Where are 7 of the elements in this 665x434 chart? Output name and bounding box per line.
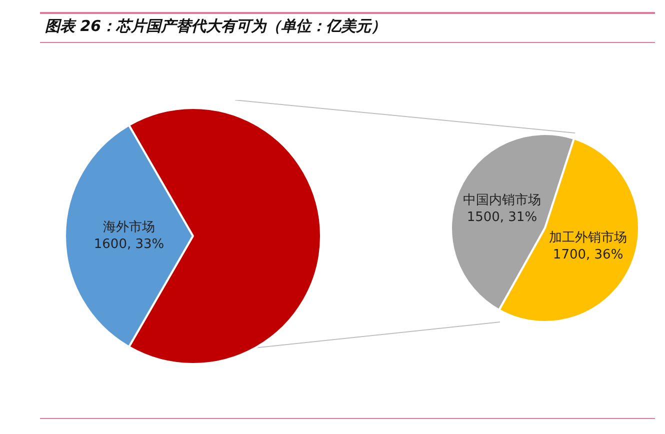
slice-label: 中国内销市场 (462, 193, 541, 208)
data-label: 1700, 36% (552, 248, 624, 263)
slice-label: 加工外销市场 (549, 230, 628, 246)
slice-label: 海外市场 (103, 220, 155, 235)
data-label: 1600, 33% (94, 236, 164, 252)
chart-title: 图表 26：芯片国产替代大有可为（单位：亿美元） (45, 17, 386, 36)
data-label: 1500, 31% (466, 210, 538, 226)
